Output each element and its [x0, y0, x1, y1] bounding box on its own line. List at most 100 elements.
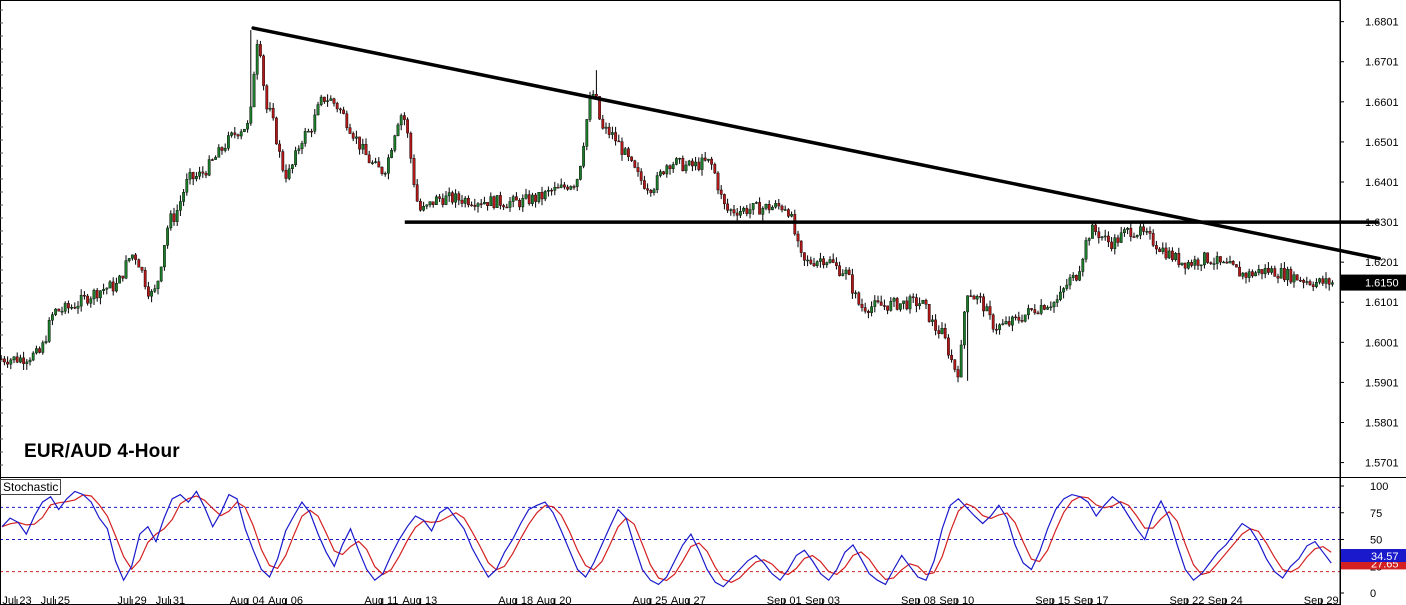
candle-bear: [95, 290, 99, 299]
candle-bull: [12, 356, 16, 361]
candle-bear: [1302, 280, 1306, 283]
candle-bear: [1218, 256, 1222, 263]
candle-bear: [1170, 250, 1174, 260]
candle-bear: [991, 314, 995, 330]
candle-bear: [534, 194, 538, 202]
candle-bull: [918, 303, 922, 307]
candle-bear: [345, 113, 349, 128]
x-tick-label: Sep 01: [767, 595, 802, 605]
candle-bear: [348, 127, 352, 134]
candle-bear: [895, 298, 899, 310]
candle-bull: [1081, 258, 1085, 272]
candle-bull: [1193, 259, 1197, 266]
candle-bear: [1282, 268, 1286, 281]
candle-bear: [451, 192, 454, 203]
candle-bull: [892, 298, 896, 302]
candle-bear: [1298, 279, 1302, 282]
candle-bull: [783, 209, 787, 211]
candle-bull: [25, 361, 29, 364]
candle-bear: [1234, 264, 1238, 268]
candle-bear: [649, 190, 653, 193]
candle-bear: [572, 186, 576, 188]
candle-bear: [281, 151, 285, 171]
candle-bear: [470, 204, 473, 207]
candle-bear: [1014, 316, 1018, 319]
candle-bear: [1327, 278, 1331, 285]
candle-bear: [710, 158, 714, 165]
candle-bear: [364, 144, 368, 156]
candle-bull: [902, 300, 906, 304]
x-tick-label: Aug 25: [633, 595, 668, 605]
candle-bear: [172, 213, 176, 222]
candle-bull: [559, 184, 563, 188]
candle-bear: [1190, 262, 1194, 266]
candle-bull: [1215, 256, 1219, 264]
candle-bull: [841, 273, 845, 276]
x-tick-label: Sep 08: [901, 595, 936, 605]
candle-bull: [326, 100, 329, 102]
candle-bull: [230, 132, 233, 136]
candle-bull: [1228, 261, 1232, 264]
candle-bear: [691, 160, 694, 167]
candle-bear: [1276, 276, 1280, 279]
candle-bear: [860, 304, 864, 308]
candle-bear: [201, 171, 205, 174]
candle-bear: [1007, 321, 1011, 326]
candle-bear: [969, 295, 973, 297]
candle-bull: [908, 296, 912, 310]
candle-bear: [457, 193, 461, 201]
candle-bull: [118, 275, 122, 284]
candle-bull: [98, 290, 102, 299]
candle-bear: [780, 205, 784, 211]
candle-bear: [796, 233, 800, 242]
candle-bear: [758, 202, 762, 215]
candle-bull: [1305, 281, 1309, 283]
candle-bull: [659, 171, 662, 176]
candle-bear: [210, 159, 214, 161]
candle-bull: [287, 168, 291, 179]
candle-bull: [1135, 235, 1139, 237]
candle-bull: [156, 280, 160, 289]
candle-bear: [982, 296, 986, 312]
candle-bull: [1270, 268, 1274, 273]
candle-bull: [166, 227, 169, 246]
candle-bear: [883, 305, 886, 307]
candle-bull: [483, 202, 486, 205]
candle-bear: [1231, 261, 1235, 265]
candle-bull: [1257, 269, 1261, 273]
candle-bull: [1241, 272, 1245, 277]
candle-bear: [681, 157, 685, 171]
candle-bull: [60, 310, 64, 313]
candle-bull: [169, 213, 173, 229]
price-y-tick-label: 1.6001: [1365, 337, 1399, 349]
candle-bear: [851, 274, 854, 294]
candle-bull: [889, 300, 893, 311]
candle-bull: [393, 135, 397, 151]
stochastic-label: Stochastic: [0, 479, 62, 495]
candle-bull: [825, 262, 829, 266]
candle-bull: [742, 207, 746, 212]
candle-bear: [278, 143, 281, 152]
candle-bear: [121, 275, 125, 279]
candle-bull: [1046, 307, 1050, 310]
price-y-tick-label: 1.5701: [1365, 458, 1399, 470]
candle-bull: [51, 314, 54, 321]
candle-bull: [899, 303, 902, 310]
candle-bear: [924, 299, 928, 305]
candle-bull: [748, 209, 752, 214]
candle-bear: [140, 267, 144, 271]
candle-bull: [873, 300, 877, 307]
candle-bear: [838, 265, 842, 276]
candle-bear: [566, 186, 570, 190]
candle-bull: [130, 254, 134, 259]
candle-bear: [979, 296, 982, 298]
candle-bear: [22, 357, 25, 364]
candle-bull: [764, 204, 768, 209]
candle-bull: [435, 196, 438, 205]
candle-bear: [1308, 281, 1312, 285]
candle-bull: [931, 319, 934, 322]
candle-bear: [662, 171, 666, 175]
candle-bull: [921, 299, 925, 304]
candle-bear: [905, 300, 909, 310]
candle-bull: [239, 131, 243, 137]
